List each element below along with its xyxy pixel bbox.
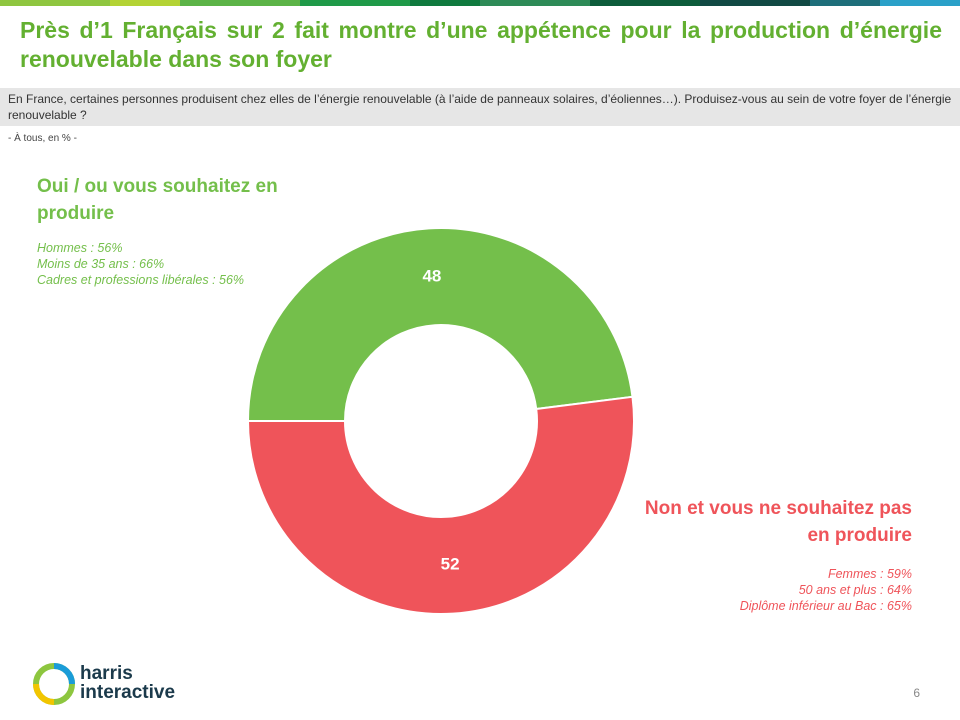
details: Femmes : 59% 50 ans et plus : 64% Diplôme … [740,566,912,614]
detail: Moins de 35 ans : 66% [37,257,165,271]
top-strip [0,0,960,6]
logo-line: interactive [80,682,176,703]
detail: Femmes : 59% [827,567,912,581]
title: Près d’1 Français sur 2 fait montre d’un… [20,17,942,72]
data-label: 52 [441,555,460,574]
data-label: 48 [422,266,441,285]
slice [246,395,635,615]
logo-text: harris interactive [80,664,175,702]
detail: Cadres et professions libérales : 56% [37,273,245,287]
page-number: 6 [913,686,920,700]
logo-line: harris [80,663,133,684]
detail: Hommes : 56% [37,241,123,255]
note: - À tous, en % - [8,133,77,144]
question: En France, certaines personnes produisen… [8,92,952,122]
category-label: Oui / ou vous souhaitez en produire [37,176,278,224]
detail: Diplôme inférieur au Bac : 65% [739,599,912,613]
detail: 50 ans et plus : 64% [798,583,912,597]
logo-mark [33,663,75,705]
details: Hommes : 56% Moins de 35 ans : 66% Cadres … [37,240,244,288]
category-label: Non et vous ne souhaitez pas en produire [644,498,912,546]
slice [246,227,634,422]
question-band: En France, certaines personnes produisen… [0,88,960,126]
